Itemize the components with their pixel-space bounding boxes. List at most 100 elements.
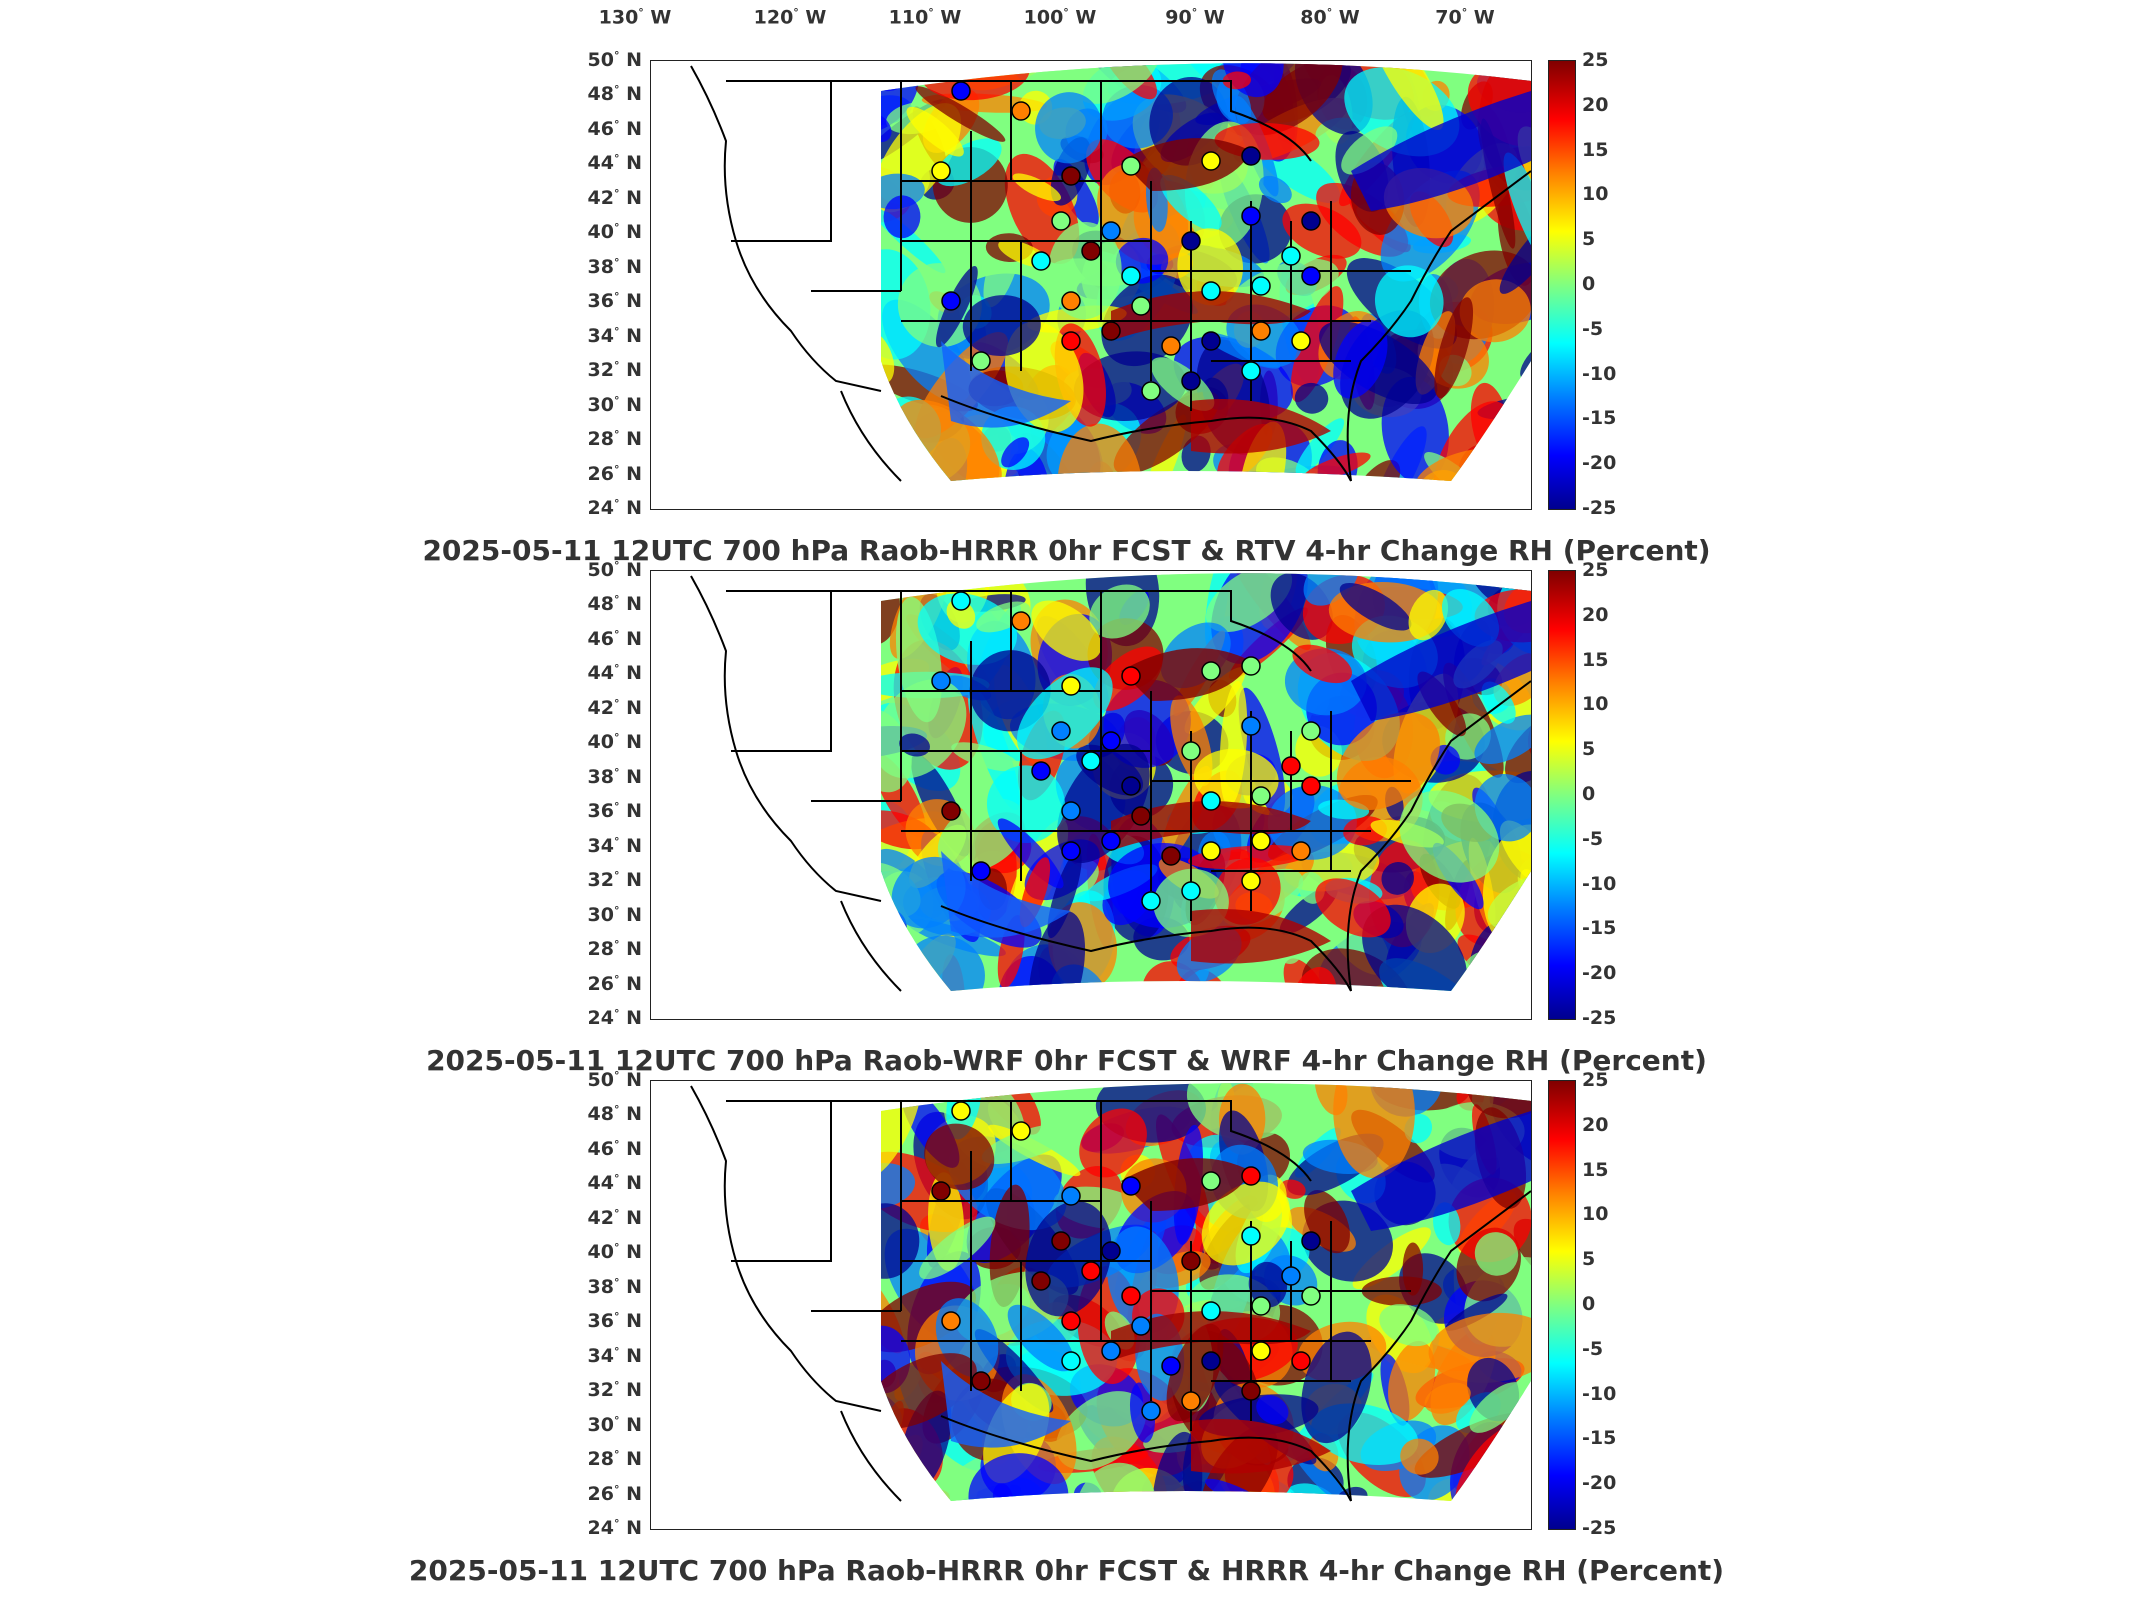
latitude-label: 50° N: [587, 558, 642, 582]
raob-station-marker: [1241, 206, 1261, 226]
boundary-line: [690, 575, 882, 902]
longitude-label: 90° W: [1165, 6, 1225, 29]
latitude-label: 28° N: [587, 427, 642, 451]
rh-blob: [935, 138, 1002, 187]
rh-feature: [1191, 1419, 1331, 1474]
latitude-label: 32° N: [587, 358, 642, 382]
rh-blob: [881, 1448, 906, 1501]
colorbar-tick-label: 25: [1582, 49, 1609, 71]
raob-station-marker: [1241, 656, 1261, 676]
raob-station-marker: [1181, 1391, 1201, 1411]
rh-blob: [1222, 71, 1252, 90]
rh-blob: [1166, 1323, 1224, 1422]
raob-station-marker: [1301, 1231, 1321, 1251]
latitude-label: 46° N: [587, 117, 642, 141]
rh-feature: [1351, 601, 1531, 721]
raob-station-marker: [1131, 806, 1151, 826]
colorbar-tick-label: -5: [1582, 1337, 1604, 1360]
rh-blob: [1504, 463, 1531, 481]
raob-station-marker: [1101, 321, 1121, 341]
raob-station-marker: [1131, 296, 1151, 316]
longitude-label: 130° W: [598, 6, 672, 29]
rh-blob: [881, 112, 892, 143]
rh-feature: [1121, 1158, 1251, 1211]
raob-station-marker: [1031, 251, 1051, 271]
rh-blob: [1291, 967, 1337, 991]
colorbar-tick-label: 5: [1582, 738, 1596, 761]
rh-feature: [1121, 648, 1251, 701]
map-frame: [650, 570, 1532, 1020]
raob-station-marker: [1061, 1351, 1081, 1371]
rh-blob: [1214, 857, 1281, 925]
colorbar-tick-label: -10: [1582, 1382, 1617, 1405]
rh-blob: [906, 106, 964, 157]
colorbar-tick-label: 10: [1582, 183, 1609, 206]
rh-blob: [1292, 644, 1353, 684]
rh-blob: [1186, 983, 1227, 991]
raob-station-marker: [1081, 1261, 1101, 1281]
latitude-label: 24° N: [587, 1516, 642, 1540]
boundary-line: [731, 1101, 832, 1262]
colorbar-tick-label: -15: [1582, 1427, 1617, 1450]
rh-blob: [881, 679, 967, 779]
rh-change-map: [690, 573, 1531, 992]
rh-feature: [941, 1361, 1071, 1448]
map-panel-2: 2025-05-11 12UTC 700 hPa Raob-WRF 0hr FC…: [0, 559, 2133, 1080]
boundary-line: [690, 1085, 882, 1412]
raob-station-marker: [1241, 871, 1261, 891]
boundary-line: [726, 1100, 1312, 1182]
longitude-label: 80° W: [1300, 6, 1360, 29]
colorbar: [1548, 1080, 1576, 1530]
raob-station-marker: [1061, 1186, 1081, 1206]
colorbar-tick-label: 10: [1582, 1203, 1609, 1226]
rh-blob: [1333, 319, 1388, 399]
raob-station-marker: [1101, 831, 1121, 851]
rh-blob: [1424, 1382, 1471, 1414]
latitude-label: 44° N: [587, 662, 642, 685]
raob-station-marker: [1201, 331, 1221, 351]
latitude-label: 48° N: [587, 593, 642, 616]
rh-blob: [1474, 1232, 1519, 1276]
rh-feature: [1191, 399, 1331, 454]
raob-station-marker: [1051, 1231, 1071, 1251]
latitude-label: 30° N: [587, 903, 642, 926]
latitude-label: 36° N: [587, 800, 642, 823]
raob-station-marker: [1101, 731, 1121, 751]
rh-blob: [1057, 423, 1143, 481]
colorbar-tick-label: -25: [1582, 1007, 1617, 1029]
latitude-label: 40° N: [587, 221, 642, 244]
rh-blob: [1469, 1382, 1524, 1433]
rh-blob: [1374, 265, 1444, 338]
colorbar-tick-label: 15: [1582, 1158, 1609, 1181]
rh-blob: [1333, 1083, 1415, 1179]
boundary-line: [1346, 680, 1531, 992]
boundary-line: [1346, 1190, 1531, 1502]
raob-station-marker: [1241, 716, 1261, 736]
raob-station-marker: [1181, 881, 1201, 901]
rh-blob: [1369, 63, 1444, 130]
rh-blob: [1521, 1407, 1531, 1470]
rh-feature: [941, 341, 1071, 428]
latitude-label: 32° N: [587, 868, 642, 892]
raob-station-marker: [1251, 321, 1271, 341]
rh-blob: [976, 601, 1030, 633]
raob-stations: [931, 591, 1321, 911]
latitude-label: 24° N: [587, 1006, 642, 1030]
rh-blob: [1007, 1304, 1075, 1372]
colorbar-tick-label: -10: [1582, 362, 1617, 385]
rh-feature: [1121, 138, 1251, 191]
boundaries: [690, 575, 1531, 992]
latitude-label: 44° N: [587, 152, 642, 175]
rh-blob: [1474, 714, 1531, 765]
colorbar-tick-label: 20: [1582, 603, 1609, 626]
colorbar-tick-label: -15: [1582, 407, 1617, 430]
rh-blob: [1258, 175, 1292, 204]
colorbar-tick-label: 15: [1582, 138, 1609, 161]
raob-station-marker: [1201, 841, 1221, 861]
latitude-label: 28° N: [587, 1447, 642, 1471]
panel-title: 2025-05-11 12UTC 700 hPa Raob-HRRR 0hr F…: [422, 534, 1711, 567]
raob-station-marker: [1161, 846, 1181, 866]
raob-station-marker: [1061, 166, 1081, 186]
raob-station-marker: [1291, 1351, 1311, 1371]
latitude-label: 34° N: [587, 324, 642, 347]
